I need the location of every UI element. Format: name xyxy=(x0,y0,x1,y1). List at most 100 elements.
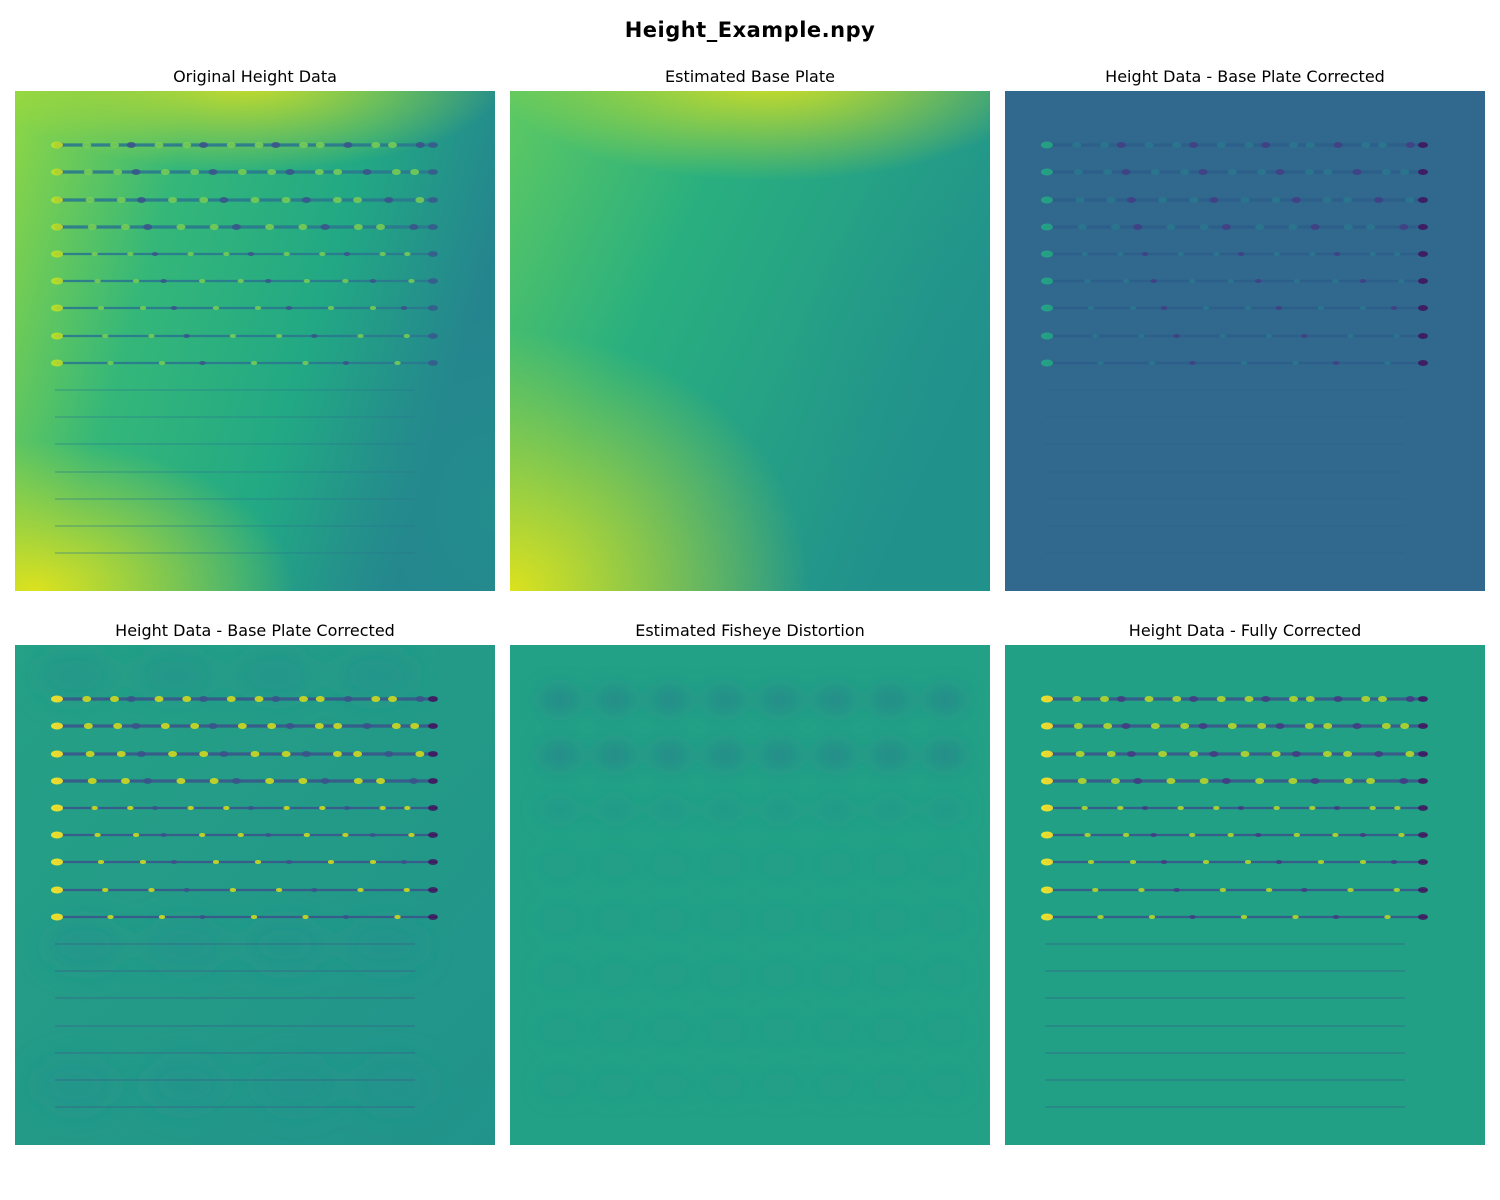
line-bead xyxy=(1126,197,1136,203)
line-bead xyxy=(314,723,324,729)
line-bead xyxy=(82,696,92,702)
line-bead xyxy=(176,224,186,230)
line-bead xyxy=(1084,279,1091,283)
line-bead xyxy=(1273,252,1280,256)
line-bead xyxy=(1073,169,1083,175)
distortion-blob xyxy=(815,688,855,712)
line-bead xyxy=(1369,806,1376,810)
line-bead xyxy=(1150,279,1157,283)
line-bead xyxy=(1359,860,1367,864)
line-bead xyxy=(369,279,377,283)
line-bead xyxy=(1189,197,1199,203)
distortion-blob xyxy=(925,908,965,932)
distortion-blob xyxy=(815,798,855,822)
line-bead xyxy=(151,252,159,256)
line-bead xyxy=(198,833,206,837)
line-bead xyxy=(209,224,219,230)
line-bead xyxy=(1393,334,1400,338)
line-end-bead xyxy=(1418,169,1428,175)
line-bead xyxy=(1144,142,1154,148)
line-bead xyxy=(1221,224,1231,230)
line-bead xyxy=(343,252,351,256)
line-bead xyxy=(275,334,283,338)
line-bead xyxy=(394,915,401,919)
line-bead xyxy=(1072,142,1082,148)
line-bead xyxy=(1271,197,1281,203)
line-bead xyxy=(254,860,262,864)
line-bead xyxy=(87,778,97,784)
line-start-bead xyxy=(51,858,63,866)
line-bead xyxy=(158,361,166,365)
line-bead xyxy=(229,888,237,892)
distortion-blob xyxy=(540,688,580,712)
line-bead xyxy=(1343,224,1353,230)
distortion-blob xyxy=(925,743,965,767)
line-bead xyxy=(97,860,105,864)
line-bead xyxy=(1393,888,1400,892)
residual-blob xyxy=(335,650,415,700)
line-bead xyxy=(1087,860,1095,864)
line-bead xyxy=(1077,778,1087,784)
line-end-bead xyxy=(428,169,438,175)
line-bead xyxy=(1289,696,1298,702)
line-bead xyxy=(1121,169,1131,175)
line-start-bead xyxy=(1041,250,1053,258)
line-bead xyxy=(1081,806,1088,810)
line-end-bead xyxy=(428,887,438,893)
line-bead xyxy=(1255,833,1262,837)
line-bead xyxy=(1292,361,1299,365)
line-bead xyxy=(1332,915,1340,919)
line-bead xyxy=(1293,833,1301,837)
line-bead xyxy=(285,306,293,310)
line-bead xyxy=(136,751,146,757)
line-bead xyxy=(353,778,363,784)
line-bead xyxy=(1332,833,1339,837)
line-bead xyxy=(97,306,105,310)
line-bead xyxy=(1092,334,1099,338)
line-bead xyxy=(1359,306,1367,310)
line-start-bead xyxy=(51,695,63,703)
line-bead xyxy=(267,723,277,729)
line-bead xyxy=(1343,197,1353,203)
line-end-bead xyxy=(1418,696,1428,702)
distortion-blob xyxy=(760,908,800,932)
line-bead xyxy=(1394,252,1401,256)
line-start-bead xyxy=(1041,858,1053,866)
line-bead xyxy=(1291,197,1301,203)
line-start-bead xyxy=(1041,332,1053,340)
distortion-blob xyxy=(595,1018,635,1042)
line-end-bead xyxy=(428,224,438,230)
line-bead xyxy=(415,696,425,702)
distortion-blob xyxy=(870,743,910,767)
line-bead xyxy=(298,778,308,784)
line-bead xyxy=(170,306,178,310)
line-bead xyxy=(1275,723,1285,729)
line-bead xyxy=(415,197,425,203)
line-bead xyxy=(1216,142,1226,148)
line-bead xyxy=(1381,169,1391,175)
line-bead xyxy=(1244,696,1254,702)
line-bead xyxy=(1209,197,1219,203)
line-bead xyxy=(1075,751,1085,757)
line-bead xyxy=(1255,224,1265,230)
line-bead xyxy=(1219,334,1227,338)
line-bead xyxy=(1400,723,1410,729)
distortion-blob xyxy=(925,1073,965,1097)
distortion-blob xyxy=(650,743,690,767)
residual-blob xyxy=(255,1060,335,1110)
residual-blob xyxy=(245,920,325,970)
line-bead xyxy=(1293,279,1301,283)
line-bead xyxy=(183,888,190,892)
line-end-bead xyxy=(1418,887,1428,893)
line-bead xyxy=(1275,860,1283,864)
line-bead xyxy=(85,751,95,757)
line-start-bead xyxy=(51,277,63,285)
line-bead xyxy=(311,334,318,338)
distortion-blob xyxy=(540,963,580,987)
line-bead xyxy=(1369,252,1376,256)
line-bead xyxy=(285,169,295,175)
line-bead xyxy=(190,723,200,729)
distortion-blob xyxy=(595,798,635,822)
line-bead xyxy=(1219,888,1227,892)
line-bead xyxy=(85,197,95,203)
